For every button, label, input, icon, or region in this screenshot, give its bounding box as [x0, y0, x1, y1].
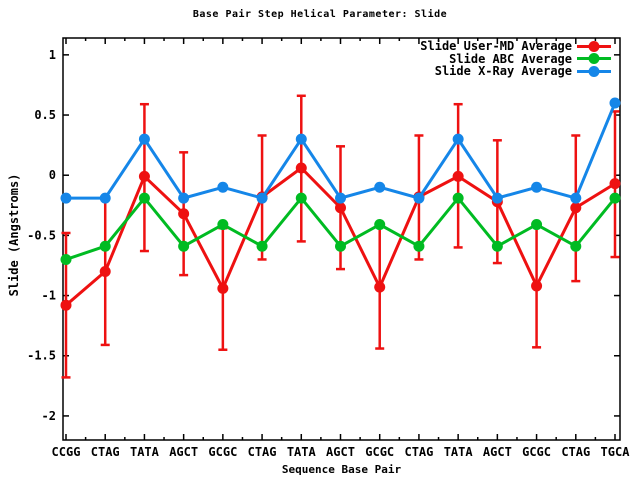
svg-text:0.5: 0.5: [34, 108, 56, 122]
svg-text:TATA: TATA: [287, 445, 317, 459]
legend-label-user-md: Slide User-MD Average: [420, 39, 572, 54]
svg-text:-2: -2: [42, 409, 56, 423]
svg-text:AGCT: AGCT: [326, 445, 355, 459]
svg-text:TGCA: TGCA: [601, 445, 631, 459]
svg-text:GCGC: GCGC: [365, 445, 394, 459]
svg-text:-1.5: -1.5: [27, 349, 56, 363]
svg-text:CTAG: CTAG: [248, 445, 277, 459]
svg-text:AGCT: AGCT: [169, 445, 198, 459]
legend-item-xray: Slide X-Ray Average: [435, 65, 612, 78]
svg-text:AGCT: AGCT: [483, 445, 512, 459]
svg-text:CTAG: CTAG: [91, 445, 120, 459]
legend: Slide User-MD Average Slide ABC Average …: [0, 40, 612, 78]
legend-label-xray: Slide X-Ray Average: [434, 64, 572, 79]
svg-text:TATA: TATA: [444, 445, 474, 459]
svg-text:GCGC: GCGC: [522, 445, 551, 459]
svg-text:CTAG: CTAG: [404, 445, 433, 459]
legend-marker-abc-icon: [577, 53, 611, 65]
chart-title: Base Pair Step Helical Parameter: Slide: [192, 9, 448, 20]
legend-item-abc: Slide ABC Average: [449, 53, 612, 66]
svg-text:-1: -1: [42, 289, 56, 303]
svg-text:GCGC: GCGC: [208, 445, 237, 459]
svg-text:CTAG: CTAG: [561, 445, 590, 459]
legend-item-user-md: Slide User-MD Average: [420, 40, 612, 53]
x-axis-title: Sequence Base Pair: [281, 463, 402, 476]
legend-marker-xray-icon: [577, 65, 611, 77]
svg-text:-0.5: -0.5: [27, 228, 56, 242]
svg-text:0: 0: [49, 168, 56, 182]
svg-text:CCGG: CCGG: [52, 445, 81, 459]
svg-text:1: 1: [49, 48, 56, 62]
svg-text:TATA: TATA: [130, 445, 160, 459]
legend-marker-user-md-icon: [577, 40, 611, 52]
legend-label-abc: Slide ABC Average: [449, 51, 572, 66]
